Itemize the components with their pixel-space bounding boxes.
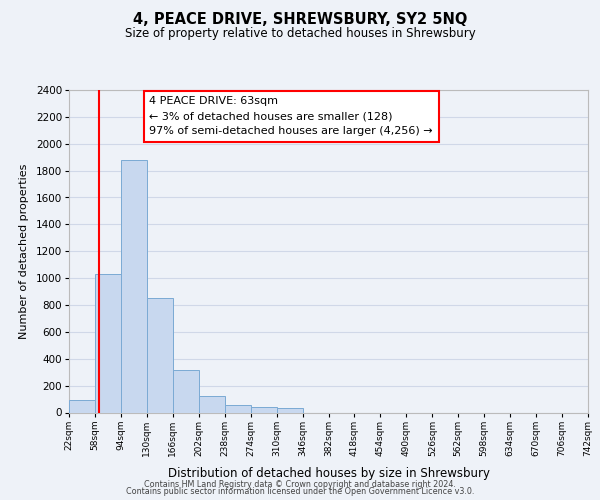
Bar — [173, 370, 199, 412]
Text: 4 PEACE DRIVE: 63sqm
← 3% of detached houses are smaller (128)
97% of semi-detac: 4 PEACE DRIVE: 63sqm ← 3% of detached ho… — [149, 96, 433, 136]
Bar — [251, 407, 277, 412]
Bar — [277, 408, 302, 412]
Text: Size of property relative to detached houses in Shrewsbury: Size of property relative to detached ho… — [125, 28, 475, 40]
Text: Contains HM Land Registry data © Crown copyright and database right 2024.: Contains HM Land Registry data © Crown c… — [144, 480, 456, 489]
Bar — [121, 160, 147, 412]
Text: 4, PEACE DRIVE, SHREWSBURY, SY2 5NQ: 4, PEACE DRIVE, SHREWSBURY, SY2 5NQ — [133, 12, 467, 28]
Text: Contains public sector information licensed under the Open Government Licence v3: Contains public sector information licen… — [126, 488, 474, 496]
Bar — [95, 274, 121, 412]
Bar — [199, 396, 224, 412]
Bar — [69, 400, 95, 412]
X-axis label: Distribution of detached houses by size in Shrewsbury: Distribution of detached houses by size … — [167, 467, 490, 480]
Y-axis label: Number of detached properties: Number of detached properties — [19, 164, 29, 339]
Bar — [147, 298, 173, 412]
Bar — [224, 405, 251, 412]
